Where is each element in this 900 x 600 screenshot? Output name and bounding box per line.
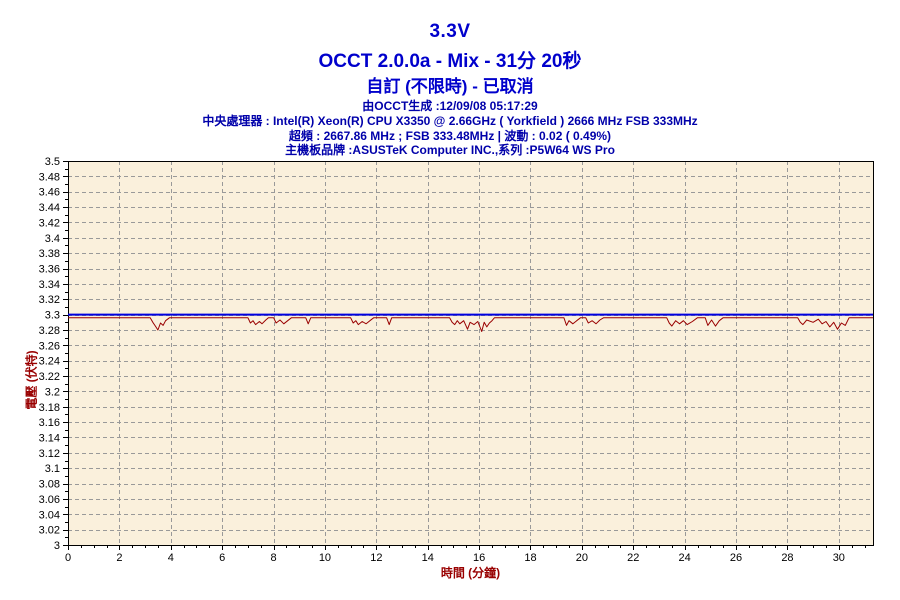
svg-text:3.42: 3.42 [39, 217, 60, 229]
svg-text:3.08: 3.08 [39, 479, 60, 491]
tick-labels: 0 2 4 6 8 10 12 14 16 18 20 22 24 26 28 3033.023.043.06… [39, 156, 845, 564]
svg-text:18: 18 [524, 552, 536, 564]
svg-text:3.02: 3.02 [39, 525, 60, 537]
svg-text:3.32: 3.32 [39, 294, 60, 306]
svg-text:12: 12 [370, 552, 382, 564]
svg-text:3.12: 3.12 [39, 448, 60, 460]
x-axis-label: 時間 (分鐘) [440, 566, 501, 580]
svg-text:24: 24 [679, 552, 691, 564]
svg-text:22: 22 [627, 552, 639, 564]
svg-text:3.44: 3.44 [39, 202, 60, 214]
svg-text:26: 26 [730, 552, 742, 564]
svg-text:3.38: 3.38 [39, 248, 60, 260]
svg-text:3.14: 3.14 [39, 432, 60, 444]
svg-text:3.28: 3.28 [39, 325, 60, 337]
svg-text:3.06: 3.06 [39, 494, 60, 506]
svg-text:2: 2 [116, 552, 122, 564]
svg-text:3.18: 3.18 [39, 402, 60, 414]
generated-timestamp-line: 由OCCT生成 :12/09/08 05:17:29 [362, 99, 538, 113]
svg-text:3.26: 3.26 [39, 340, 60, 352]
svg-text:3.22: 3.22 [39, 371, 60, 383]
svg-text:3: 3 [54, 540, 60, 552]
measured-3.3v-voltage-polyline [68, 317, 873, 332]
chart-test-subtitle: OCCT 2.0.0a - Mix - 31分 20秒 [318, 51, 582, 72]
svg-text:0: 0 [65, 552, 71, 564]
svg-text:3.36: 3.36 [39, 264, 60, 276]
svg-text:14: 14 [422, 552, 434, 564]
svg-text:3.5: 3.5 [45, 156, 60, 168]
chart-title: 3.3V [429, 21, 471, 42]
overclock-info-line: 超頻 : 2667.86 MHz ; FSB 333.48MHz | 波動 : … [288, 129, 612, 143]
svg-text:20: 20 [576, 552, 588, 564]
svg-text:3.4: 3.4 [45, 233, 60, 245]
svg-text:3.04: 3.04 [39, 509, 60, 521]
svg-text:30: 30 [833, 552, 845, 564]
plot-background [68, 161, 873, 545]
svg-text:28: 28 [781, 552, 793, 564]
motherboard-info-line: 主機板品牌 :ASUSTeK Computer INC.,系列 :P5W64 W… [285, 143, 615, 157]
svg-text:8: 8 [270, 552, 276, 564]
svg-text:10: 10 [319, 552, 331, 564]
chart-status-subtitle: 自訂 (不限時) - 已取消 [366, 77, 534, 96]
plot-border [68, 161, 874, 546]
svg-text:3.16: 3.16 [39, 417, 60, 429]
svg-text:16: 16 [473, 552, 485, 564]
svg-text:3.24: 3.24 [39, 356, 60, 368]
svg-text:3.48: 3.48 [39, 171, 60, 183]
svg-text:3.2: 3.2 [45, 386, 60, 398]
svg-text:3.46: 3.46 [39, 187, 60, 199]
svg-text:3.3: 3.3 [45, 310, 60, 322]
svg-text:6: 6 [219, 552, 225, 564]
svg-text:3.34: 3.34 [39, 279, 60, 291]
cpu-info-line: 中央處理器 : Intel(R) Xeon(R) CPU X3350 @ 2.6… [202, 114, 698, 128]
svg-text:3.1: 3.1 [45, 463, 60, 475]
svg-text:4: 4 [168, 552, 174, 564]
